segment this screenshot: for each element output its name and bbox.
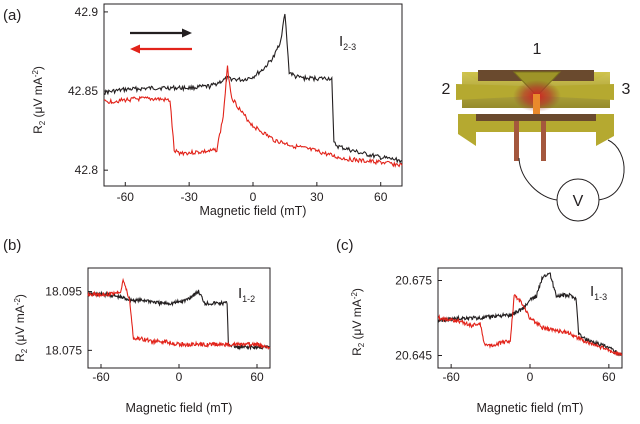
series-red-line — [87, 277, 271, 350]
direction-arrows — [130, 28, 192, 54]
x-tick-label: -60 — [442, 370, 460, 384]
x-tick-label: 30 — [310, 190, 324, 204]
y-tick-label: 20.675 — [395, 274, 432, 288]
x-tick-label: 60 — [250, 370, 264, 384]
series-black-line — [104, 13, 403, 164]
panel-b-series-label: I1-2 — [238, 285, 255, 304]
lower-right-pad — [596, 114, 614, 146]
series-red-line — [103, 65, 403, 168]
y-axis-title: R2 (μV mA-2) — [350, 288, 366, 356]
voltmeter-label: V — [573, 193, 584, 210]
y-tick-label: 18.075 — [45, 343, 82, 357]
plot-frame — [103, 3, 403, 187]
series-black-line — [87, 289, 271, 351]
y-tick-label: 20.645 — [395, 349, 432, 363]
arrow-sweep-down — [130, 44, 192, 54]
plot-a: -60 -30 0 30 60 42.8 42.85 42.9 Magnetic field (… — [31, 3, 403, 218]
arrow-sweep-up — [130, 28, 192, 38]
panel-c-series-label: I1-3 — [590, 283, 607, 302]
x-tick-label: -60 — [92, 370, 110, 384]
x-tick-label: -30 — [180, 190, 198, 204]
x-tick-label: -60 — [117, 190, 135, 204]
x-tick-label: 60 — [374, 190, 388, 204]
terminal-3-label: 3 — [622, 81, 631, 98]
voltmeter-wire-right — [597, 139, 625, 201]
plot-b: -60 0 60 18.075 18.095 Magnetic field (mT) R2 … — [13, 267, 271, 415]
orange-channel — [533, 94, 540, 116]
lower-left-pad — [458, 114, 476, 146]
plot-c: -60 0 60 20.645 20.675 Magnetic field (mT) R2 … — [350, 267, 623, 415]
terminal-2-label: 2 — [442, 81, 451, 98]
y-axis-title: R2 (μV mA-2) — [13, 294, 29, 362]
x-axis-title: Magnetic field (mT) — [126, 401, 233, 415]
x-tick-label: 0 — [527, 370, 534, 384]
x-tick-label: 0 — [250, 190, 257, 204]
panel-c-label: (c) — [336, 237, 354, 254]
series-red-line — [437, 294, 623, 357]
panel-a-label: (a) — [3, 7, 21, 24]
y-tick-label: 18.095 — [45, 285, 82, 299]
series-black-line — [437, 272, 623, 357]
x-axis-title: Magnetic field (mT) — [477, 401, 584, 415]
y-axis-title: R2 (μV mA-2) — [31, 66, 47, 134]
probe-right — [541, 121, 546, 161]
x-tick-label: 0 — [176, 370, 183, 384]
y-tick-label: 42.9 — [75, 5, 99, 19]
voltmeter-circle — [556, 178, 600, 222]
voltmeter-wire-left — [518, 157, 558, 201]
y-tick-label: 42.8 — [75, 163, 99, 177]
x-axis-title: Magnetic field (mT) — [200, 204, 307, 218]
x-tick-label: 60 — [602, 370, 616, 384]
terminal-1-label: 1 — [533, 41, 542, 58]
y-tick-label: 42.85 — [68, 84, 98, 98]
probe-left — [514, 121, 519, 161]
lower-bar-brown — [474, 114, 598, 121]
plot-frame — [87, 267, 271, 369]
panel-a-series-label: I2-3 — [339, 33, 356, 52]
device-schematic: V 1 2 3 — [442, 41, 631, 222]
panel-b-label: (b) — [3, 237, 21, 254]
